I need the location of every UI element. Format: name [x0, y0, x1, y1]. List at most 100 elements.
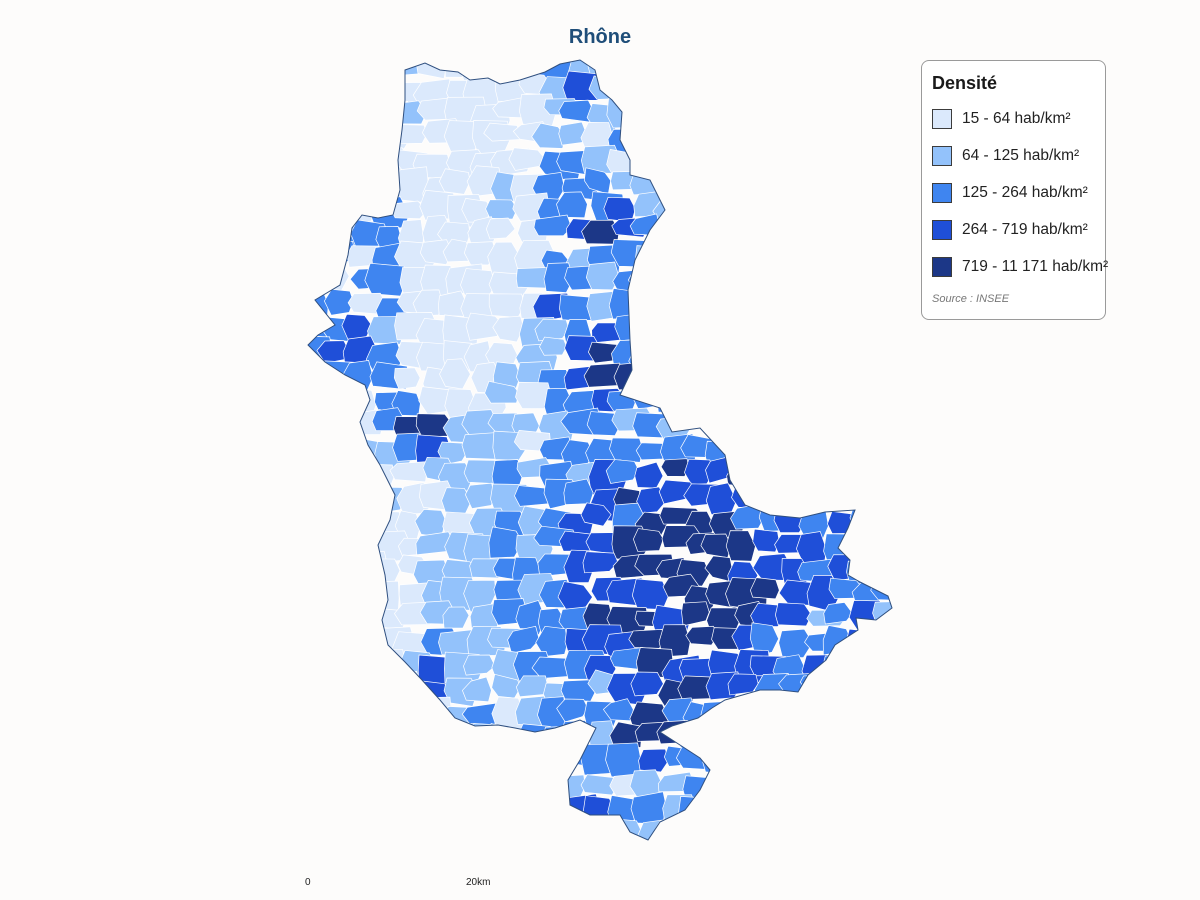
commune-area[interactable]	[755, 128, 788, 147]
commune-area[interactable]	[296, 179, 338, 212]
commune-area[interactable]	[632, 388, 664, 410]
commune-area[interactable]	[364, 463, 395, 491]
commune-area[interactable]	[779, 316, 821, 343]
commune-area[interactable]	[630, 791, 668, 825]
commune-area[interactable]	[298, 148, 330, 170]
commune-area[interactable]	[442, 238, 471, 263]
commune-area[interactable]	[464, 843, 504, 873]
commune-area[interactable]	[370, 849, 407, 878]
commune-area[interactable]	[373, 823, 414, 841]
commune-area[interactable]	[351, 745, 385, 773]
commune-area[interactable]	[320, 486, 347, 509]
commune-area[interactable]	[464, 482, 495, 510]
commune-area[interactable]	[297, 274, 327, 297]
commune-area[interactable]	[875, 676, 905, 709]
commune-area[interactable]	[729, 343, 765, 369]
commune-area[interactable]	[825, 722, 865, 760]
commune-area[interactable]	[654, 819, 690, 840]
commune-area[interactable]	[348, 722, 382, 754]
commune-area[interactable]	[485, 199, 518, 220]
commune-area[interactable]	[653, 48, 692, 84]
commune-area[interactable]	[827, 121, 857, 154]
commune-area[interactable]	[775, 602, 813, 627]
commune-area[interactable]	[324, 704, 359, 728]
commune-area[interactable]	[775, 52, 818, 77]
commune-area[interactable]	[756, 409, 794, 444]
commune-area[interactable]	[758, 741, 795, 776]
commune-area[interactable]	[775, 481, 816, 503]
commune-area[interactable]	[297, 120, 329, 145]
commune-area[interactable]	[391, 824, 421, 854]
commune-area[interactable]	[750, 430, 790, 458]
commune-area[interactable]	[752, 359, 790, 394]
commune-area[interactable]	[750, 220, 795, 245]
commune-area[interactable]	[343, 628, 375, 654]
commune-area[interactable]	[299, 245, 331, 276]
commune-area[interactable]	[315, 650, 357, 684]
commune-area[interactable]	[323, 288, 354, 316]
commune-area[interactable]	[731, 79, 767, 111]
commune-area[interactable]	[749, 622, 779, 656]
commune-area[interactable]	[870, 700, 901, 730]
commune-area[interactable]	[846, 215, 878, 241]
commune-area[interactable]	[731, 485, 768, 509]
commune-area[interactable]	[829, 242, 867, 277]
commune-area[interactable]	[297, 73, 328, 94]
commune-area[interactable]	[416, 56, 448, 79]
commune-area[interactable]	[372, 696, 409, 729]
commune-area[interactable]	[319, 536, 356, 565]
commune-area[interactable]	[873, 293, 909, 323]
commune-area[interactable]	[801, 654, 836, 686]
commune-area[interactable]	[731, 838, 762, 866]
commune-area[interactable]	[399, 794, 438, 822]
commune-area[interactable]	[845, 102, 880, 133]
commune-area[interactable]	[843, 790, 884, 821]
commune-area[interactable]	[416, 822, 448, 844]
commune-area[interactable]	[707, 390, 746, 415]
commune-area[interactable]	[296, 508, 330, 533]
commune-area[interactable]	[729, 436, 770, 465]
commune-area[interactable]	[580, 502, 612, 527]
commune-area[interactable]	[824, 767, 865, 799]
commune-area[interactable]	[823, 478, 862, 504]
commune-area[interactable]	[342, 72, 374, 104]
commune-area[interactable]	[582, 551, 619, 574]
commune-area[interactable]	[345, 846, 376, 869]
commune-area[interactable]	[323, 775, 354, 806]
commune-area[interactable]	[758, 841, 795, 866]
commune-area[interactable]	[754, 241, 793, 270]
commune-area[interactable]	[849, 502, 878, 534]
commune-area[interactable]	[294, 744, 335, 769]
commune-area[interactable]	[299, 844, 333, 871]
commune-area[interactable]	[660, 458, 690, 477]
commune-area[interactable]	[324, 172, 364, 207]
commune-area[interactable]	[300, 531, 341, 560]
commune-area[interactable]	[802, 200, 835, 224]
commune-area[interactable]	[295, 94, 329, 118]
commune-area[interactable]	[823, 601, 853, 625]
commune-area[interactable]	[797, 358, 842, 384]
commune-area[interactable]	[464, 742, 508, 770]
commune-area[interactable]	[317, 408, 356, 444]
commune-area[interactable]	[389, 670, 422, 697]
commune-area[interactable]	[318, 794, 354, 821]
commune-area[interactable]	[704, 151, 742, 183]
commune-area[interactable]	[685, 223, 729, 255]
commune-area[interactable]	[778, 463, 821, 491]
commune-area[interactable]	[659, 363, 699, 393]
commune-area[interactable]	[605, 459, 640, 484]
commune-area[interactable]	[705, 243, 739, 267]
commune-area[interactable]	[632, 528, 664, 552]
commune-area[interactable]	[773, 296, 805, 321]
commune-area[interactable]	[876, 843, 908, 864]
commune-area[interactable]	[827, 386, 858, 411]
commune-area[interactable]	[585, 261, 620, 291]
commune-area[interactable]	[702, 334, 737, 363]
commune-area[interactable]	[754, 289, 791, 327]
commune-area[interactable]	[880, 121, 914, 157]
commune-area[interactable]	[726, 122, 761, 154]
commune-area[interactable]	[687, 849, 726, 876]
commune-area[interactable]	[364, 167, 404, 195]
commune-area[interactable]	[734, 772, 775, 797]
commune-area[interactable]	[322, 55, 355, 83]
